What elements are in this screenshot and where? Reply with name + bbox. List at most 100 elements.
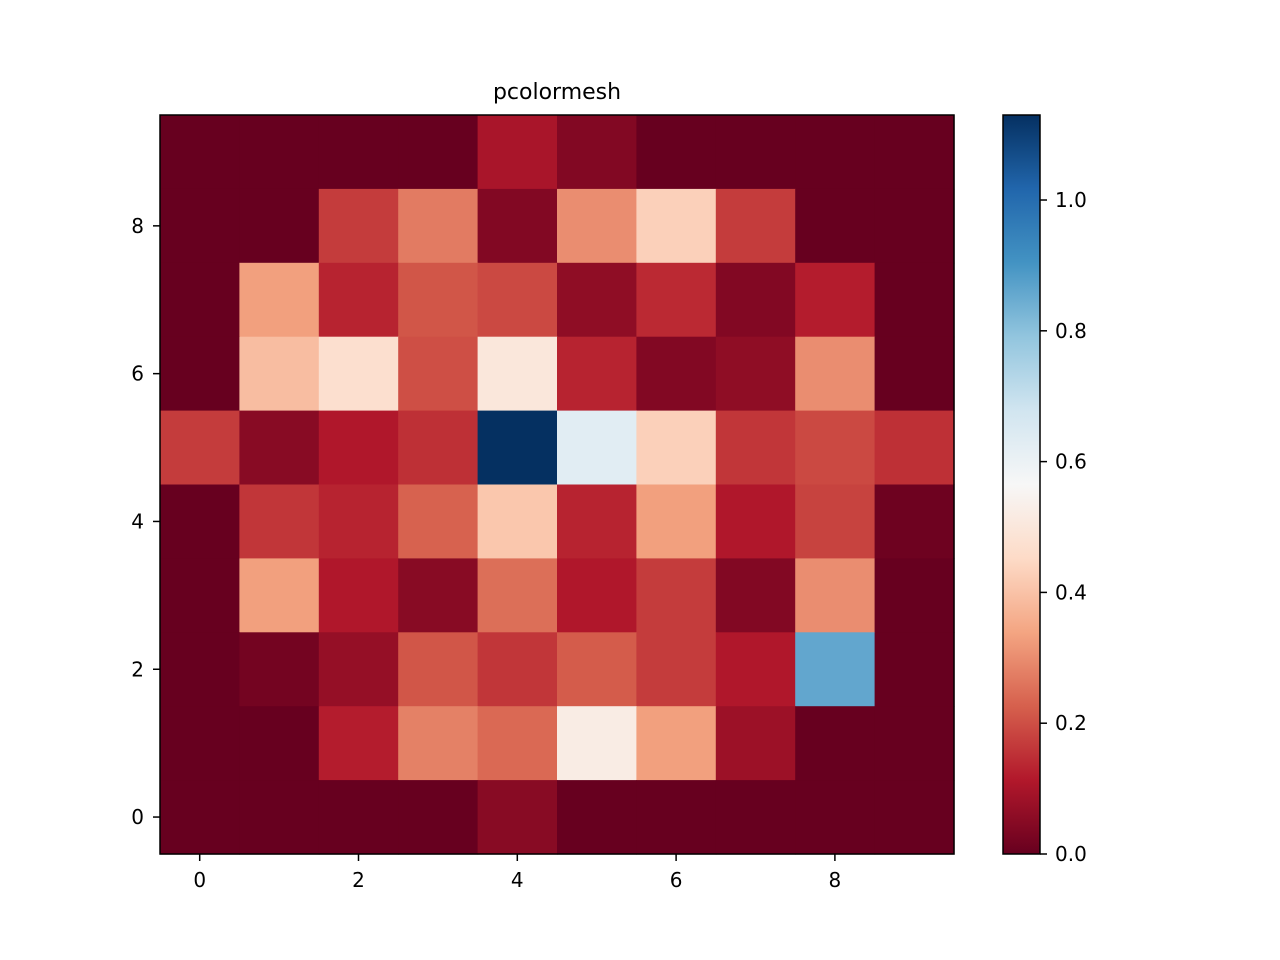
heatmap-cell	[398, 558, 479, 633]
heatmap-cell	[636, 115, 717, 190]
x-axis: 0 2 4 6 8	[193, 854, 841, 892]
heatmap-cell	[636, 484, 717, 559]
heatmap-cell	[557, 780, 637, 855]
colorbar-tick-label: 0.2	[1055, 711, 1087, 735]
heatmap-cell	[160, 115, 240, 190]
y-tick-label: 0	[131, 805, 144, 829]
colorbar-tick-label: 0.0	[1055, 842, 1087, 866]
heatmap-cell	[477, 484, 558, 559]
heatmap-cell	[239, 558, 320, 633]
heatmap-cell	[398, 410, 479, 486]
colorbar-tick-label: 1.0	[1055, 188, 1087, 212]
heatmap-cell	[557, 632, 637, 707]
heatmap-cell	[398, 484, 479, 559]
heatmap-cell	[160, 188, 240, 264]
y-axis: 0 2 4 6 8	[131, 214, 160, 829]
colorbar	[1002, 114, 1041, 855]
heatmap-cell	[795, 558, 876, 633]
heatmap-cell	[795, 262, 876, 338]
heatmap-cell	[715, 706, 796, 781]
heatmap-cell	[477, 262, 558, 338]
heatmap-cell	[160, 632, 240, 707]
x-tick-label: 0	[193, 868, 206, 892]
heatmap-cell	[160, 484, 240, 559]
heatmap-cell	[715, 115, 796, 190]
heatmap-cell	[318, 262, 399, 338]
x-tick-label: 4	[511, 868, 524, 892]
heatmap-cell	[557, 115, 637, 190]
heatmap-cell	[715, 484, 796, 559]
heatmap-cell	[318, 484, 399, 559]
heatmap-cell	[318, 632, 399, 707]
y-tick-label: 6	[131, 362, 144, 386]
heatmap-cell	[874, 706, 955, 781]
heatmap-cell	[398, 780, 479, 855]
colorbar-tick-label: 0.4	[1055, 580, 1087, 604]
heatmap-cell	[874, 188, 955, 264]
plot-frame	[159, 114, 955, 855]
heatmap-cell	[557, 262, 637, 338]
heatmap-cell	[477, 632, 558, 707]
x-tick-label: 8	[829, 868, 842, 892]
x-tick-label: 6	[670, 868, 683, 892]
heatmap-cell	[318, 558, 399, 633]
chart-title: pcolormesh	[493, 80, 621, 105]
heatmap-cell	[318, 115, 399, 190]
heatmap-cell	[636, 632, 717, 707]
heatmap-cell	[239, 484, 320, 559]
heatmap-cell	[795, 706, 876, 781]
heatmap-cell	[160, 262, 240, 338]
heatmap-cell	[318, 780, 399, 855]
heatmap-cell	[874, 336, 955, 412]
heatmap-cell	[160, 706, 240, 781]
heatmap-cell	[318, 410, 399, 486]
heatmap-cell	[477, 410, 558, 486]
heatmap-cell	[557, 188, 637, 264]
heatmap-cell	[239, 336, 320, 412]
heatmap-cell	[636, 188, 717, 264]
y-tick-label: 4	[131, 509, 144, 533]
heatmap-cell	[398, 115, 479, 190]
heatmap-cell	[160, 336, 240, 412]
heatmap-cell	[874, 484, 955, 559]
heatmap-grid	[160, 115, 955, 855]
heatmap-cell	[398, 632, 479, 707]
heatmap-cell	[160, 410, 240, 486]
heatmap-cell	[477, 558, 558, 633]
heatmap-cell	[795, 484, 876, 559]
heatmap-cell	[557, 484, 637, 559]
colorbar-axis: 0.0 0.2 0.4 0.6 0.8 1.0	[1040, 188, 1087, 866]
heatmap-cell	[715, 410, 796, 486]
heatmap-cell	[715, 558, 796, 633]
heatmap-cell	[398, 336, 479, 412]
heatmap-cell	[715, 780, 796, 855]
heatmap-cell	[398, 262, 479, 338]
colorbar-tick-label: 0.8	[1055, 319, 1087, 343]
heatmap-cell	[477, 780, 558, 855]
heatmap-cell	[557, 558, 637, 633]
heatmap-cell	[874, 780, 955, 855]
heatmap-cell	[636, 706, 717, 781]
heatmap-cell	[795, 336, 876, 412]
heatmap-cell	[715, 336, 796, 412]
heatmap-cell	[318, 706, 399, 781]
y-tick-label: 2	[131, 657, 144, 681]
x-tick-label: 2	[352, 868, 365, 892]
heatmap-cell	[239, 410, 320, 486]
heatmap-cell	[795, 780, 876, 855]
heatmap-cell	[477, 188, 558, 264]
heatmap-cell	[557, 706, 637, 781]
heatmap-cell	[874, 262, 955, 338]
heatmap-cell	[477, 336, 558, 412]
heatmap-cell	[239, 780, 320, 855]
heatmap-cell	[318, 188, 399, 264]
heatmap-cell	[795, 188, 876, 264]
heatmap-cell	[715, 188, 796, 264]
heatmap-cell	[636, 780, 717, 855]
heatmap-cell	[636, 558, 717, 633]
y-tick-label: 8	[131, 214, 144, 238]
heatmap-cell	[239, 706, 320, 781]
heatmap-cell	[239, 632, 320, 707]
heatmap-cell	[874, 558, 955, 633]
